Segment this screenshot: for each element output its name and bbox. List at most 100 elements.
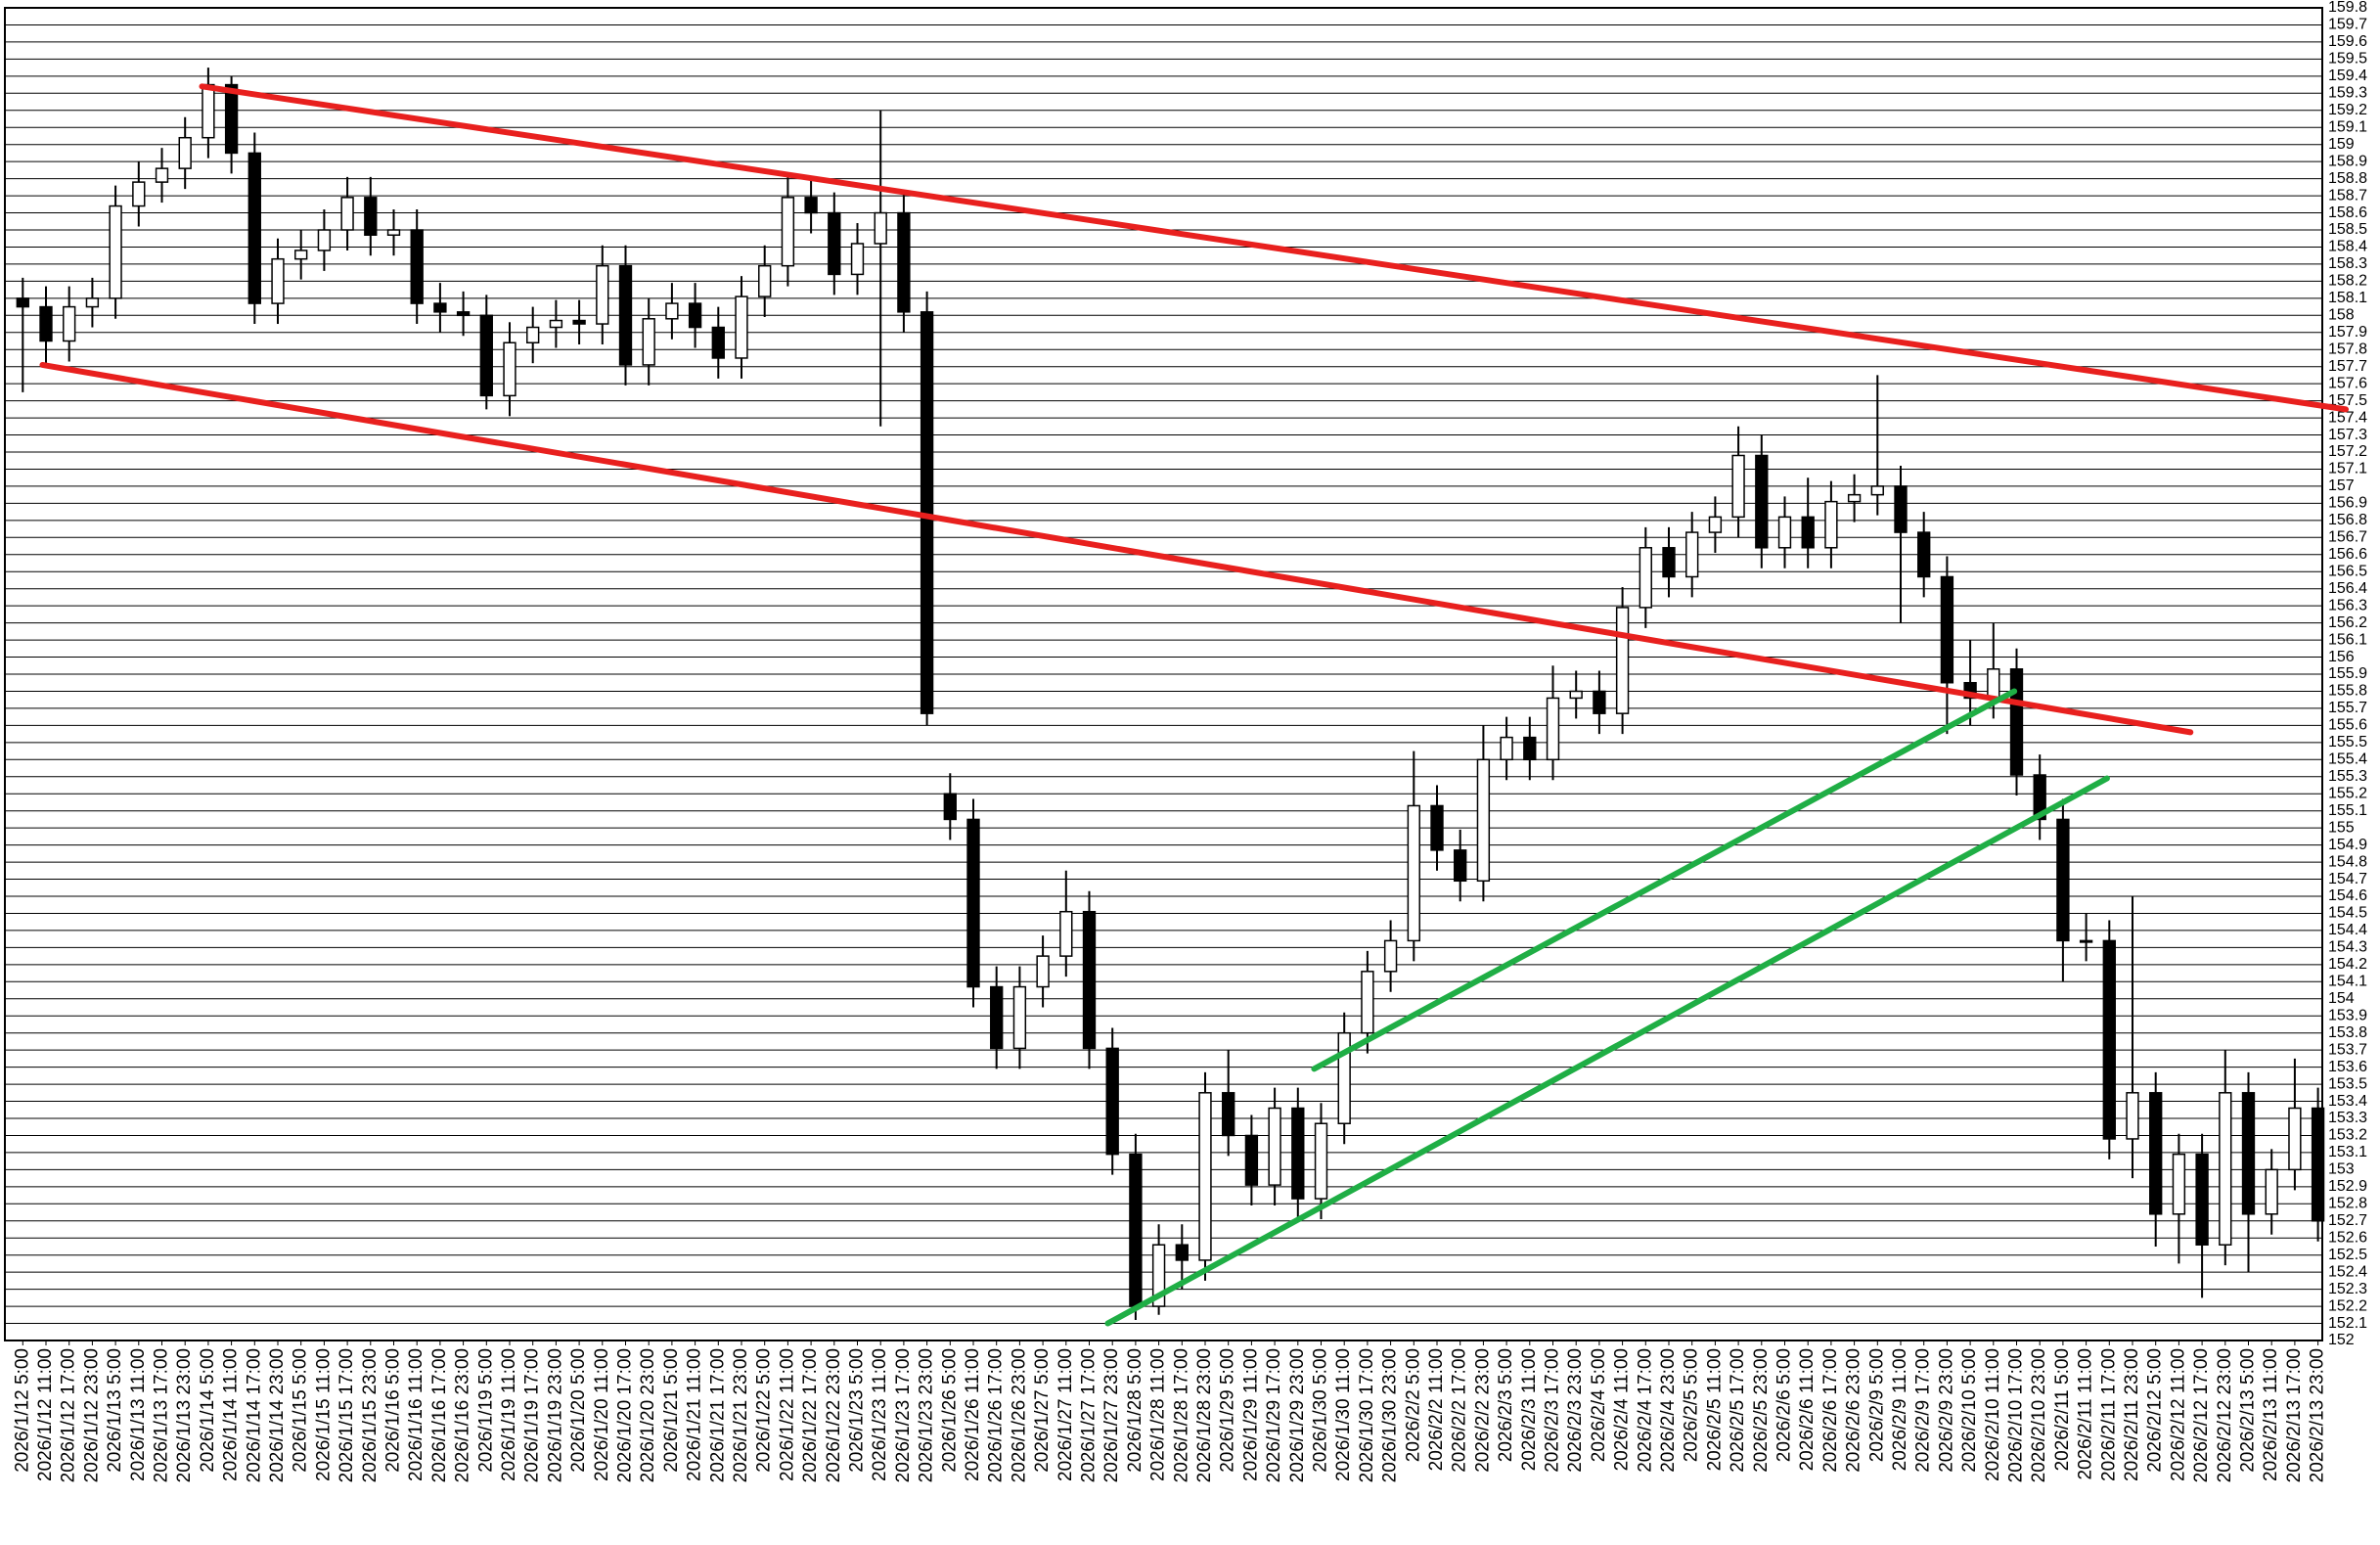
x-tick-label: 2026/1/15 23:00 xyxy=(360,1348,381,1482)
candle-body xyxy=(1569,690,1583,700)
candle-body xyxy=(966,818,980,988)
y-tick-label: 159.1 xyxy=(2328,118,2367,135)
candle-body xyxy=(990,985,1004,1050)
trend-line xyxy=(1104,775,2110,1327)
x-tick-label: 2026/1/28 23:00 xyxy=(1194,1348,1215,1482)
y-tick-label: 155.3 xyxy=(2328,768,2367,785)
candle-body xyxy=(16,297,29,308)
candle-body xyxy=(202,83,215,139)
x-tick-label: 2026/2/5 23:00 xyxy=(1751,1348,1772,1473)
candle-body xyxy=(1151,1244,1166,1307)
trend-line xyxy=(1311,688,2018,1072)
x-tick-label: 2026/2/3 11:00 xyxy=(1519,1348,1540,1471)
x-tick-label: 2026/2/5 17:00 xyxy=(1728,1348,1748,1473)
x-tick-label: 2026/2/5 11:00 xyxy=(1704,1348,1725,1471)
x-tick-label: 2026/1/21 5:00 xyxy=(661,1348,682,1473)
y-tick-label: 157.7 xyxy=(2328,358,2367,375)
candle-body xyxy=(642,318,655,366)
candle-body xyxy=(1755,454,1769,549)
candle-body xyxy=(247,152,261,304)
y-tick-label: 158.4 xyxy=(2328,239,2367,255)
y-tick-label: 156.4 xyxy=(2328,580,2367,597)
y-tick-label: 152.2 xyxy=(2328,1297,2367,1314)
x-tick-label: 2026/1/13 5:00 xyxy=(105,1348,125,1473)
x-tick-label: 2026/1/23 5:00 xyxy=(847,1348,868,1473)
candle-body xyxy=(526,326,540,343)
y-tick-label: 156.5 xyxy=(2328,563,2367,579)
x-tick-label: 2026/2/3 17:00 xyxy=(1543,1348,1563,1473)
candle-body xyxy=(2219,1092,2232,1246)
x-tick-label: 2026/2/4 23:00 xyxy=(1658,1348,1679,1473)
candle-body xyxy=(1731,454,1745,519)
candle-body xyxy=(1940,575,1954,684)
x-tick-label: 2026/1/27 11:00 xyxy=(1055,1348,1076,1481)
candle-body xyxy=(1639,547,1652,609)
y-tick-label: 154 xyxy=(2328,990,2355,1007)
candle-body xyxy=(828,211,841,276)
y-tick-label: 157.1 xyxy=(2328,461,2367,477)
y-tick-label: 158.2 xyxy=(2328,273,2367,290)
y-tick-label: 159.4 xyxy=(2328,68,2367,84)
x-tick-label: 2026/1/23 17:00 xyxy=(893,1348,914,1482)
y-tick-label: 152.4 xyxy=(2328,1263,2367,1280)
x-tick-label: 2026/1/13 23:00 xyxy=(174,1348,195,1482)
candle-body xyxy=(1615,607,1630,714)
x-tick-label: 2026/1/16 23:00 xyxy=(453,1348,473,1482)
y-tick-label: 157.2 xyxy=(2328,443,2367,460)
candle-body xyxy=(1847,493,1862,503)
y-tick-label: 157.6 xyxy=(2328,375,2367,391)
candle-body xyxy=(1337,1031,1351,1124)
trend-line xyxy=(39,361,2194,736)
candle-body xyxy=(364,197,378,236)
candle-body xyxy=(1036,955,1050,988)
candle-body xyxy=(1963,681,1977,700)
x-tick-label: 2026/1/15 11:00 xyxy=(313,1348,334,1481)
y-tick-label: 154.3 xyxy=(2328,939,2367,956)
x-tick-label: 2026/1/30 5:00 xyxy=(1311,1348,1331,1473)
x-tick-label: 2026/1/19 11:00 xyxy=(499,1348,519,1481)
x-tick-label: 2026/2/2 17:00 xyxy=(1450,1348,1470,1473)
x-tick-label: 2026/2/2 5:00 xyxy=(1403,1348,1423,1462)
candle-body xyxy=(1708,516,1723,533)
candle-body xyxy=(132,181,146,207)
candle-body xyxy=(874,211,887,245)
x-tick-label: 2026/1/29 23:00 xyxy=(1287,1348,1308,1482)
x-tick-label: 2026/1/14 11:00 xyxy=(221,1348,242,1481)
x-tick-label: 2026/1/12 17:00 xyxy=(59,1348,79,1482)
x-tick-label: 2026/1/13 11:00 xyxy=(128,1348,149,1481)
y-tick-label: 153.7 xyxy=(2328,1041,2367,1058)
x-tick-label: 2026/2/12 11:00 xyxy=(2168,1348,2188,1481)
x-tick-label: 2026/1/30 17:00 xyxy=(1357,1348,1377,1482)
candle-body xyxy=(1129,1153,1143,1307)
x-tick-label: 2026/1/23 11:00 xyxy=(870,1348,890,1481)
candle-body xyxy=(2195,1153,2209,1246)
x-tick-label: 2026/2/10 11:00 xyxy=(1983,1348,2003,1481)
candle-body xyxy=(2241,1092,2256,1215)
x-tick-label: 2026/1/23 23:00 xyxy=(917,1348,937,1482)
y-tick-label: 159 xyxy=(2328,136,2355,153)
candle-body xyxy=(2288,1107,2302,1171)
x-tick-label: 2026/1/27 17:00 xyxy=(1079,1348,1100,1482)
y-tick-label: 154.8 xyxy=(2328,853,2367,870)
x-tick-label: 2026/1/21 11:00 xyxy=(685,1348,705,1481)
y-tick-label: 158.3 xyxy=(2328,255,2367,272)
y-tick-label: 158.1 xyxy=(2328,290,2367,306)
candle-body xyxy=(943,793,957,821)
x-tick-label: 2026/2/6 17:00 xyxy=(1820,1348,1841,1473)
candle-body xyxy=(1314,1122,1328,1200)
y-tick-label: 157.8 xyxy=(2328,341,2367,357)
y-tick-label: 152.7 xyxy=(2328,1212,2367,1229)
y-tick-label: 156 xyxy=(2328,649,2355,665)
y-tick-label: 153.8 xyxy=(2328,1024,2367,1041)
x-tick-label: 2026/1/20 23:00 xyxy=(638,1348,658,1482)
x-tick-label: 2026/1/21 17:00 xyxy=(707,1348,728,1482)
y-tick-label: 158.5 xyxy=(2328,221,2367,238)
candle-body xyxy=(618,264,633,366)
x-tick-label: 2026/1/20 17:00 xyxy=(615,1348,636,1482)
candle-body xyxy=(155,167,169,183)
candle-body xyxy=(711,326,725,359)
candle-body xyxy=(688,302,702,329)
x-tick-label: 2026/1/13 17:00 xyxy=(152,1348,172,1482)
x-tick-label: 2026/1/30 11:00 xyxy=(1333,1348,1354,1481)
candle-body xyxy=(1198,1092,1212,1261)
